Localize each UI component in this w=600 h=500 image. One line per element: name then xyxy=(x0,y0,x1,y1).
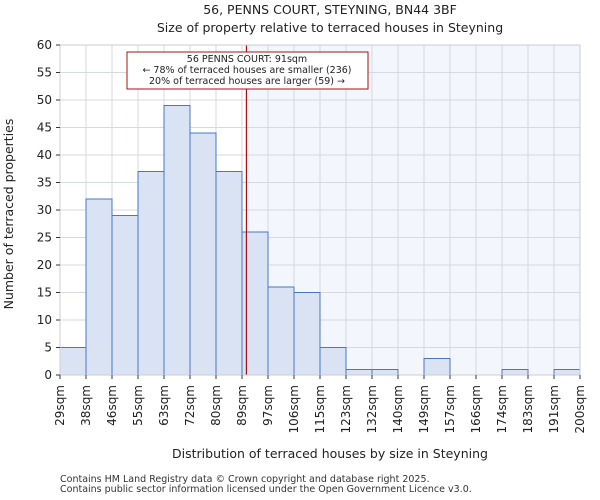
annotation-line-3: 20% of terraced houses are larger (59) → xyxy=(149,76,345,87)
annotation-line-2: ← 78% of terraced houses are smaller (23… xyxy=(142,65,351,76)
bar-123sqm xyxy=(345,369,373,376)
bar-80sqm xyxy=(215,171,243,376)
x-tick-label: 132sqm xyxy=(365,385,379,433)
x-tick-label: 115sqm xyxy=(313,385,327,433)
annotation-frame xyxy=(126,51,369,90)
chart-title: 56, PENNS COURT, STEYNING, BN44 3BF xyxy=(203,2,457,17)
x-tick-label: 55sqm xyxy=(131,385,145,426)
y-tick-label: 50 xyxy=(37,93,52,107)
bar-149sqm xyxy=(423,358,451,376)
y-tick-label: 15 xyxy=(37,286,52,300)
x-tick-label: 63sqm xyxy=(157,385,171,426)
bar-132sqm xyxy=(371,369,399,376)
x-tick-label: 149sqm xyxy=(417,385,431,433)
x-tick-label: 191sqm xyxy=(547,385,561,433)
x-axis-ticks: 29sqm 38sqm 46sqm 55sqm 63sqm 72sqm 80sqm 89sqm… xyxy=(53,375,587,433)
x-tick-label: 200sqm xyxy=(573,385,587,433)
bar-106sqm xyxy=(293,292,321,376)
bars xyxy=(59,105,581,376)
x-tick-label: 89sqm xyxy=(235,385,249,426)
x-tick-label: 29sqm xyxy=(53,385,67,426)
annotation-box: 56 PENNS COURT: 91sqm ← 78% of terraced … xyxy=(126,51,369,90)
y-tick-label: 10 xyxy=(37,313,52,327)
y-tick-label: 45 xyxy=(37,121,52,135)
y-axis-ticks: 0 5 10 15 20 25 30 35 40 45 50 55 60 xyxy=(37,38,60,382)
x-tick-label: 123sqm xyxy=(339,385,353,433)
y-tick-label: 60 xyxy=(37,38,52,52)
x-tick-label: 166sqm xyxy=(469,385,483,433)
chart-subtitle: Size of property relative to terraced ho… xyxy=(157,20,503,35)
x-tick-label: 106sqm xyxy=(287,385,301,433)
bar-55sqm xyxy=(137,171,165,376)
bar-115sqm xyxy=(319,347,347,376)
y-tick-label: 35 xyxy=(37,176,52,190)
bar-72sqm xyxy=(189,132,217,376)
bar-174sqm xyxy=(501,369,529,376)
bar-38sqm xyxy=(85,198,113,376)
x-tick-label: 80sqm xyxy=(209,385,223,426)
y-tick-label: 30 xyxy=(37,203,52,217)
annotation-line-1: 56 PENNS COURT: 91sqm xyxy=(187,54,307,65)
bar-63sqm xyxy=(163,105,191,376)
x-tick-label: 183sqm xyxy=(521,385,535,433)
x-tick-label: 72sqm xyxy=(183,385,197,426)
x-tick-label: 140sqm xyxy=(391,385,405,433)
x-tick-label: 38sqm xyxy=(79,385,93,426)
bar-191sqm xyxy=(553,369,581,376)
x-tick-label: 157sqm xyxy=(443,385,457,433)
x-tick-label: 97sqm xyxy=(261,385,275,426)
x-axis-label: Distribution of terraced houses by size … xyxy=(172,446,488,461)
footer-line-2: Contains public sector information licen… xyxy=(60,484,472,495)
footer-line-1: Contains HM Land Registry data © Crown c… xyxy=(60,474,430,485)
y-tick-label: 25 xyxy=(37,231,52,245)
y-tick-label: 5 xyxy=(44,341,52,355)
x-tick-label: 174sqm xyxy=(495,385,509,433)
x-tick-label: 46sqm xyxy=(105,385,119,426)
y-tick-label: 20 xyxy=(37,258,52,272)
bar-46sqm xyxy=(111,215,139,376)
bar-29sqm xyxy=(59,347,87,376)
bar-97sqm xyxy=(267,286,295,376)
y-tick-label: 55 xyxy=(37,66,52,80)
y-tick-label: 0 xyxy=(44,368,52,382)
y-axis-label: Number of terraced properties xyxy=(1,119,16,310)
y-tick-label: 40 xyxy=(37,148,52,162)
